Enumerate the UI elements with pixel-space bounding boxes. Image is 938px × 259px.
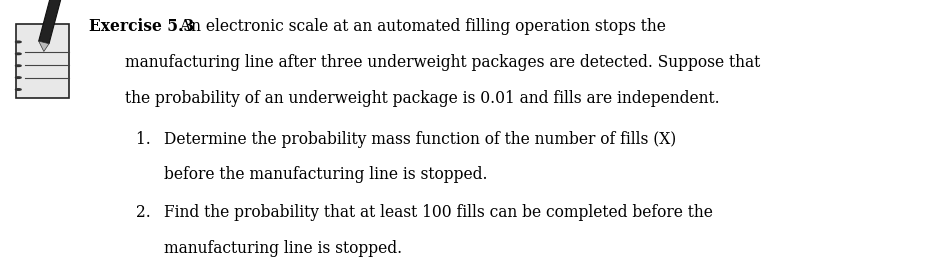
Circle shape [15, 89, 21, 90]
Polygon shape [38, 41, 49, 52]
FancyBboxPatch shape [16, 24, 69, 98]
Text: manufacturing line is stopped.: manufacturing line is stopped. [164, 240, 402, 257]
Text: Exercise 5.3: Exercise 5.3 [89, 18, 194, 35]
Text: 1.: 1. [136, 131, 156, 148]
Circle shape [15, 77, 21, 78]
Polygon shape [38, 0, 69, 44]
Text: before the manufacturing line is stopped.: before the manufacturing line is stopped… [164, 167, 488, 183]
Text: the probability of an underweight package is 0.01 and fills are independent.: the probability of an underweight packag… [125, 90, 719, 107]
Text: Find the probability that at least 100 fills can be completed before the: Find the probability that at least 100 f… [164, 204, 713, 221]
Text: An electronic scale at an automated filling operation stops the: An electronic scale at an automated fill… [175, 18, 666, 35]
Text: manufacturing line after three underweight packages are detected. Suppose that: manufacturing line after three underweig… [125, 54, 760, 71]
Circle shape [15, 65, 21, 67]
Text: 2.: 2. [136, 204, 156, 221]
Circle shape [15, 53, 21, 55]
Text: Determine the probability mass function of the number of fills (X): Determine the probability mass function … [164, 131, 676, 148]
Circle shape [15, 41, 21, 43]
